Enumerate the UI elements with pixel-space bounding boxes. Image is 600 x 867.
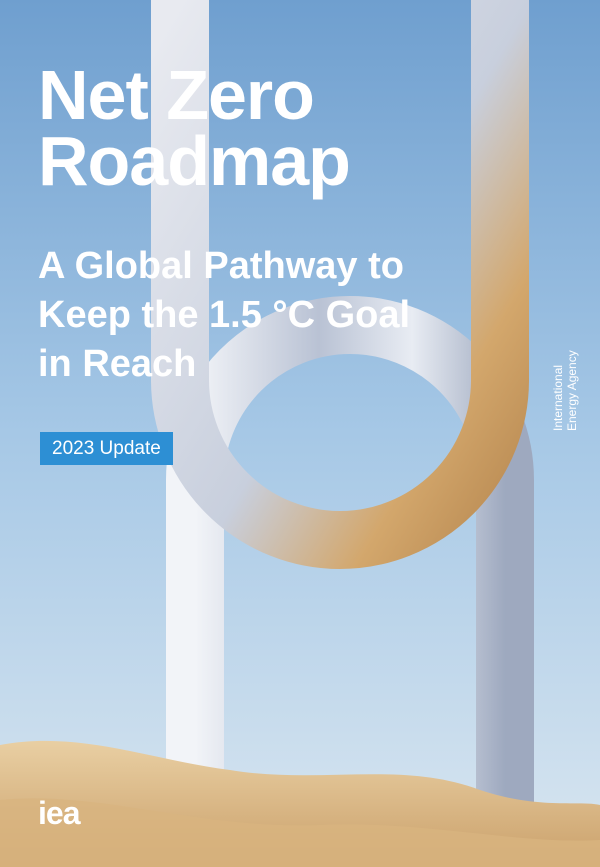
agency-name: International Energy Agency (551, 341, 579, 431)
sand-dune (0, 798, 600, 867)
title-line: Net Zero (38, 56, 315, 134)
subtitle-line: A Global Pathway to (38, 245, 404, 287)
update-badge: 2023 Update (40, 432, 173, 465)
subtitle-line: Keep the 1.5 °C Goal (38, 294, 411, 336)
logo: iea (38, 795, 80, 831)
agency-line: Energy Agency (565, 350, 579, 431)
hanging-arch (151, 0, 529, 569)
subtitle: A Global Pathway to Keep the 1.5 °C Goal… (38, 242, 410, 389)
title-line: Roadmap (38, 122, 351, 200)
title: Net Zero Roadmap (38, 56, 351, 200)
subtitle-line: in Reach (38, 343, 197, 385)
agency-line: International (551, 364, 565, 431)
